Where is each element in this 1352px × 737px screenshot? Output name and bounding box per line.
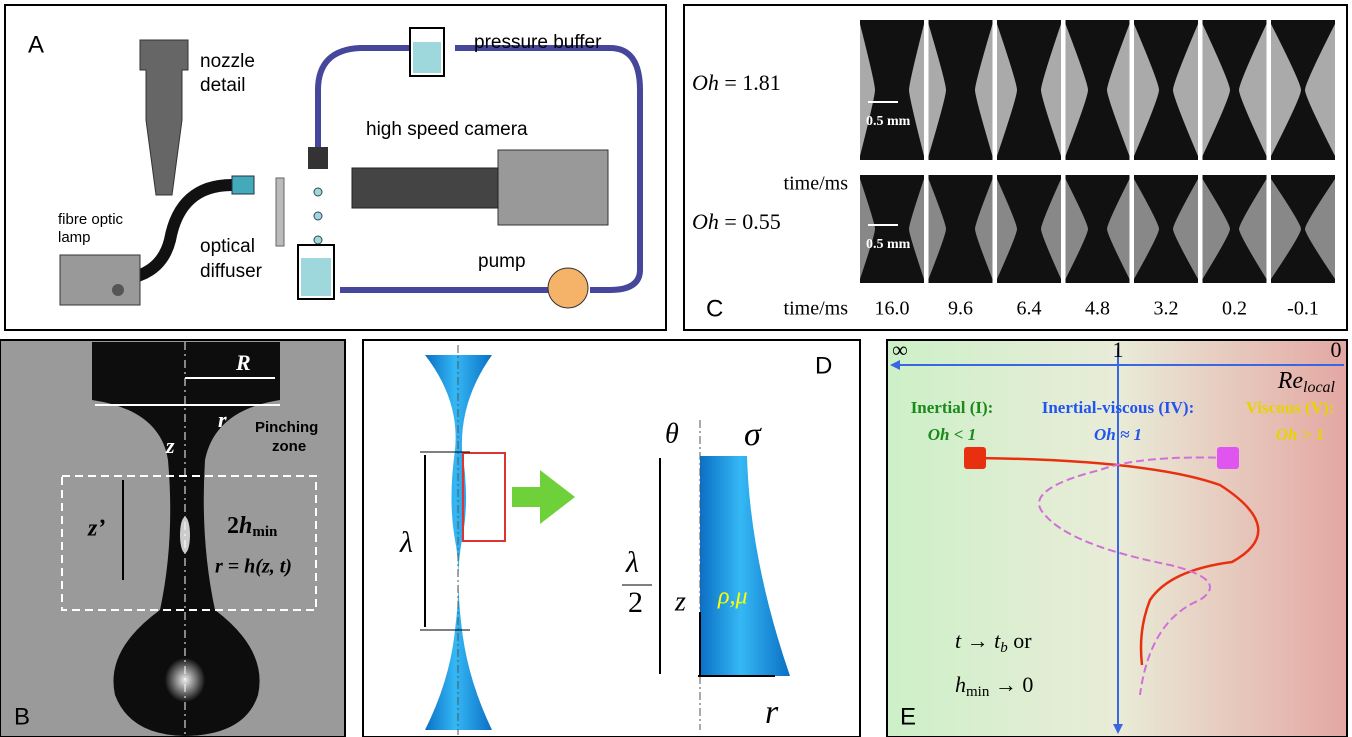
label: diffuser xyxy=(200,261,263,282)
label: hmin → 0 xyxy=(955,672,1033,700)
label: z xyxy=(165,433,175,458)
label: lamp xyxy=(58,229,91,246)
pinch xyxy=(997,20,1061,160)
pinch xyxy=(860,20,924,160)
label: r = h(z, t) xyxy=(215,556,292,578)
pinch xyxy=(1065,20,1130,160)
panel-label: A xyxy=(28,31,44,58)
pinch xyxy=(1134,175,1198,283)
panel-label: B xyxy=(14,703,30,730)
trajectory xyxy=(1038,456,1229,696)
oh-value: = 1.81 xyxy=(719,70,781,95)
time-label: time/ms xyxy=(784,173,849,195)
axis-label: 1 xyxy=(1113,337,1124,362)
panel-label: E xyxy=(900,703,916,730)
time-value: 9.6 xyxy=(948,298,973,320)
label: R xyxy=(235,350,251,375)
pinch xyxy=(1134,20,1198,160)
regime-name: Viscous (V): xyxy=(1246,398,1335,417)
nozzle-icon xyxy=(139,39,189,196)
diffuser xyxy=(275,177,285,247)
tubing xyxy=(315,45,643,293)
panel-frame xyxy=(362,339,861,737)
label: z xyxy=(674,586,686,617)
scale-label: 0.5 mm xyxy=(866,114,911,129)
label: λ xyxy=(399,526,413,559)
label: pump xyxy=(478,251,526,272)
pump xyxy=(547,267,589,309)
oh-symbol: Oh xyxy=(692,209,719,234)
oh-label: Oh = 0.55 xyxy=(692,209,781,234)
regime-name: Inertial (I): xyxy=(911,398,994,417)
label: high speed camera xyxy=(366,119,528,140)
panel-b: R r z Pinching zone z’ 2hmin r = h(z, t)… xyxy=(0,339,346,737)
label: t → tb or xyxy=(955,628,1032,656)
label: Pinching xyxy=(255,419,318,436)
panel-a: A nozzle detail pressure buffer high spe… xyxy=(4,4,667,331)
time-value: 6.4 xyxy=(1017,298,1042,320)
pinch xyxy=(1271,175,1335,283)
oh-label: Oh = 1.81 xyxy=(692,70,781,95)
oh-value: = 0.55 xyxy=(719,209,781,234)
panel-label: C xyxy=(706,295,723,322)
panel-label: D xyxy=(815,352,832,379)
pinch xyxy=(928,175,993,283)
time-value: -0.1 xyxy=(1287,298,1319,320)
regime-condition: Oh > 1 xyxy=(1276,425,1324,444)
label: detail xyxy=(200,75,245,96)
lamp xyxy=(59,254,141,306)
time-value: 16.0 xyxy=(875,298,910,320)
pinch xyxy=(997,175,1061,283)
label: fibre optic xyxy=(58,211,124,228)
regime-condition: Oh < 1 xyxy=(928,425,976,444)
camera-lens xyxy=(351,167,499,209)
scale-label: 0.5 mm xyxy=(866,237,911,252)
label: 2 xyxy=(628,586,643,619)
label: z’ xyxy=(87,516,105,542)
label: zone xyxy=(272,438,306,455)
label: pressure buffer xyxy=(474,32,602,53)
label: r xyxy=(765,694,779,731)
nozzle xyxy=(308,147,328,169)
label: ρ,μ xyxy=(717,584,748,610)
label: σ xyxy=(744,416,762,453)
axis-label: 0 xyxy=(1331,337,1342,362)
pinch xyxy=(1271,20,1335,160)
label: θ xyxy=(665,418,679,449)
time-label: time/ms xyxy=(784,298,849,320)
time-value: 0.2 xyxy=(1222,298,1247,320)
pinch xyxy=(1065,175,1130,283)
pinch xyxy=(860,175,924,283)
oh-symbol: Oh xyxy=(692,70,719,95)
panel-e: Relocal t → tb or hmin → 0 E ∞ 1 0 Inertial… xyxy=(886,337,1348,737)
regime-condition: Oh ≈ 1 xyxy=(1094,425,1142,444)
label: optical xyxy=(200,236,255,257)
axis-label: ∞ xyxy=(892,337,908,362)
arrow xyxy=(512,470,575,524)
label: 2hmin xyxy=(227,513,278,541)
panel-c: C 16.0 9.6 6.4 4.8 3.2 0.2 -0.1 Oh = 1.81 0.5 mm… xyxy=(683,4,1348,331)
panel-d: λ D θ σ λ 2 z ρ,μ r xyxy=(362,339,861,737)
trajectory xyxy=(975,456,1260,666)
label: Relocal xyxy=(1277,368,1336,396)
label: nozzle xyxy=(200,51,255,72)
pinch xyxy=(1202,175,1267,283)
liquid xyxy=(413,42,441,73)
time-value: 4.8 xyxy=(1085,298,1110,320)
label: λ xyxy=(625,546,639,579)
label: r xyxy=(218,407,227,432)
pinch xyxy=(1202,20,1267,160)
camera-body xyxy=(497,149,609,226)
time-value: 3.2 xyxy=(1154,298,1179,320)
pinch xyxy=(928,20,993,160)
jet-zoom xyxy=(700,456,790,676)
regime-name: Inertial-viscous (IV): xyxy=(1042,398,1195,417)
